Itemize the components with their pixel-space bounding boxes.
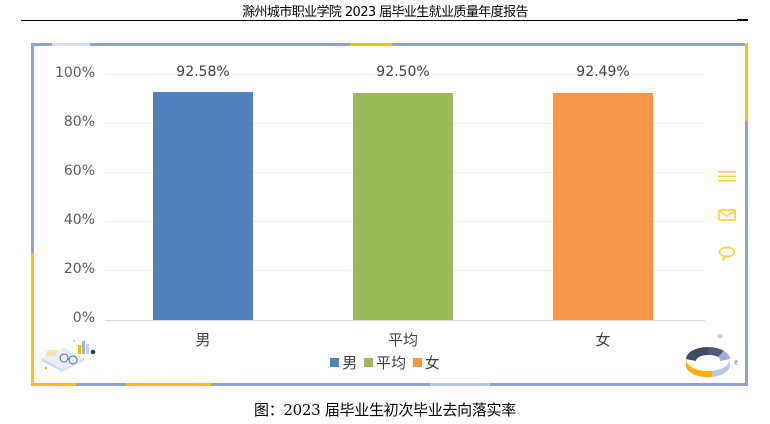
frame-border-right-accent	[745, 43, 748, 121]
frame-border-bottom-highlight	[430, 383, 490, 386]
y-tick-0: 0%	[72, 310, 95, 326]
bar-male	[153, 92, 253, 320]
legend-label-male: 男	[342, 354, 358, 372]
value-label-male: 92.58%	[176, 64, 230, 80]
header-divider	[21, 20, 748, 21]
legend-swatch-male	[330, 358, 340, 367]
category-label-average: 平均	[387, 331, 418, 349]
decorative-donut-chart-icon	[682, 333, 742, 383]
legend-label-female: 女	[424, 354, 440, 372]
frame-border-top-highlight	[52, 43, 90, 46]
frame-border-left	[31, 43, 34, 253]
legend-swatch-average	[363, 358, 373, 367]
bar-average	[353, 93, 453, 320]
legend-item-average: 平均	[363, 352, 406, 373]
frame-border-bottom-accent-2	[126, 383, 211, 386]
x-axis-line	[105, 320, 705, 321]
frame-border-bottom	[31, 383, 748, 386]
gridline-100	[105, 74, 705, 75]
frame-border-top-accent	[350, 43, 392, 46]
legend-swatch-female	[412, 358, 422, 367]
header-divider-end	[737, 19, 748, 21]
legend-item-male: 男	[330, 352, 357, 373]
legend-label-average: 平均	[375, 354, 406, 372]
y-tick-80: 80%	[63, 114, 95, 130]
menu-icon	[716, 168, 738, 184]
value-label-average: 92.50%	[376, 64, 430, 80]
mail-icon	[716, 207, 738, 223]
figure-caption: 图：2023 届毕业生初次毕业去向落实率	[254, 401, 516, 419]
legend-item-female: 女	[412, 352, 440, 373]
document-header-title: 滁州城市职业学院 2023 届毕业生就业质量年度报告	[242, 5, 528, 20]
comment-icon	[716, 245, 738, 263]
frame-border-bottom-accent-1	[31, 383, 76, 386]
chart-legend: 男 平均 女	[0, 352, 770, 373]
y-tick-20: 20%	[63, 261, 95, 277]
frame-border-left-accent	[31, 253, 34, 386]
y-tick-60: 60%	[63, 163, 95, 179]
bar-female	[553, 93, 653, 320]
category-label-male: 男	[195, 331, 211, 349]
category-label-female: 女	[595, 331, 611, 349]
frame-border-right	[745, 121, 748, 386]
y-tick-100: 100%	[54, 65, 95, 81]
decorative-book-illustration-icon	[38, 338, 108, 374]
value-label-female: 92.49%	[576, 64, 630, 80]
y-tick-40: 40%	[63, 212, 95, 228]
